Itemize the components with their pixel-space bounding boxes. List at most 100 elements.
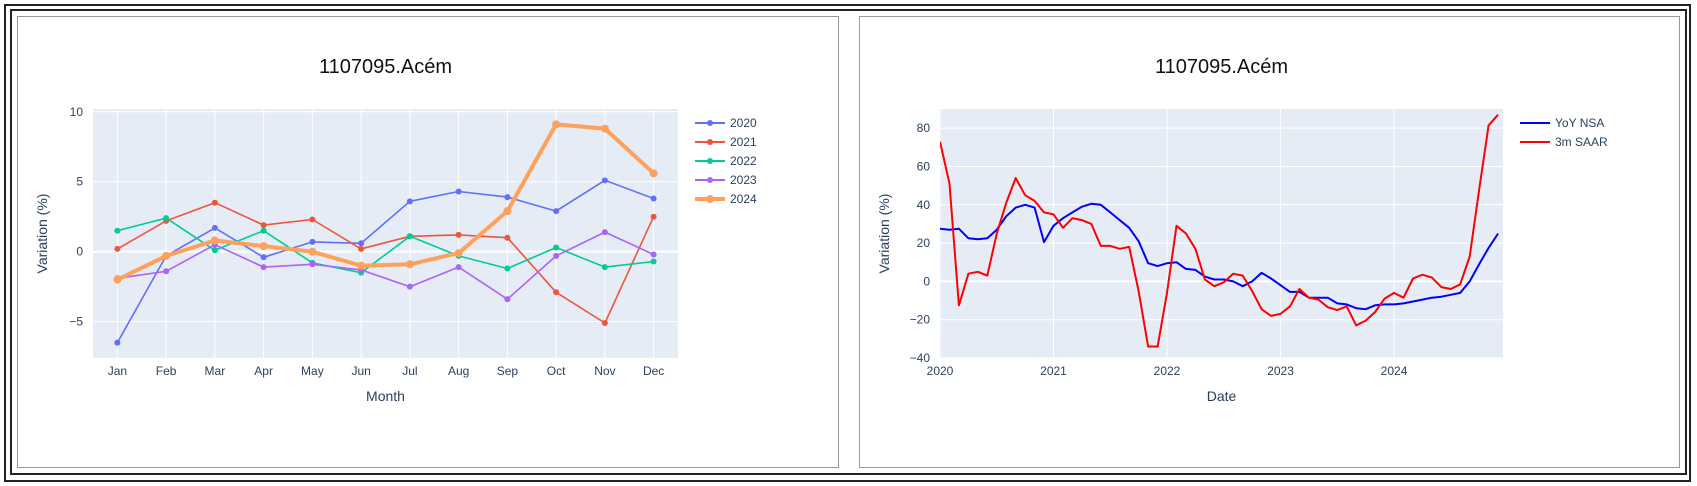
data-point-2020 [358,240,365,247]
data-point-2022 [406,233,413,240]
legend-marker-2023 [707,177,713,183]
data-point-2024 [552,120,561,129]
y-tick-label: −40 [910,351,931,365]
y-axis-title: Variation (%) [34,194,50,274]
x-tick-label: 2020 [927,364,954,378]
data-point-2024 [649,169,658,178]
data-point-2023 [650,251,657,258]
chart-panel-timeseries: 1107095.Acém 2020 2021 2022 2023 2024 80 60 40 20… [859,16,1680,468]
data-point-2020 [211,224,218,231]
data-point-2023 [309,261,316,268]
x-tick-label: Apr [254,364,273,378]
legend-marker-2021 [707,139,713,145]
timeseries-variation-chart: 1107095.Acém 2020 2021 2022 2023 2024 80 60 40 20… [876,56,1608,404]
x-tick-label: Jun [351,364,370,378]
series-line-YoY NSA [940,202,1499,311]
series-line-2021 [117,201,655,324]
data-point-2024 [503,207,512,216]
series-line-3m SAAR [940,114,1499,348]
data-point-2024 [405,260,414,269]
chart-title: 1107095.Acém [319,56,452,78]
legend-label-YoY NSA: YoY NSA [1555,116,1604,130]
legend-label-2020: 2020 [730,116,757,130]
data-point-2024 [357,261,366,270]
legend-label-2021: 2021 [730,135,757,149]
legend-label-2024: 2024 [730,192,757,206]
x-tick-label: Sep [497,364,519,378]
legend-marker-2024 [706,195,714,203]
data-point-2020 [260,254,267,261]
data-point-2020 [504,194,511,201]
y-axis-title: Variation (%) [876,194,892,274]
x-tick-label: May [301,364,324,378]
data-point-2020 [309,238,316,245]
data-point-2022 [504,265,511,272]
chart-title: 1107095.Acém [1155,56,1288,78]
y-tick-label: 0 [76,245,83,259]
data-point-2021 [211,199,218,206]
y-tick-label: 60 [917,159,931,173]
y-tick-label: 40 [917,198,931,212]
y-tick-label: 10 [70,105,84,119]
chart-panel-monthly: 1107095.Acém Jan Feb Mar Apr May Jun Jul Aug Sep O… [17,16,839,468]
outer-frame [4,4,1691,482]
data-point-2021 [601,320,608,327]
x-tick-label: Feb [156,364,177,378]
x-tick-label: 2021 [1040,364,1067,378]
y-tick-label: 20 [917,236,931,250]
data-point-2020 [601,177,608,184]
data-point-2021 [553,289,560,296]
x-tick-label: 2024 [1381,364,1408,378]
y-tick-label: −20 [910,313,931,327]
y-tick-label: 80 [917,121,931,135]
plot-area [93,109,678,358]
legend-marker-2020 [707,120,713,126]
legend-label-2023: 2023 [730,173,757,187]
x-axis-title: Date [1207,388,1237,404]
inner-frame [10,9,1687,475]
series-line-2023 [117,231,654,301]
x-tick-label: 2022 [1154,364,1181,378]
data-point-2022 [260,227,267,234]
data-point-2022 [114,227,121,234]
data-point-2024 [308,247,317,256]
data-point-2024 [210,236,219,245]
data-point-2023 [455,264,462,271]
data-point-2021 [260,222,267,229]
series-line-2024 [116,122,655,282]
data-point-2023 [601,229,608,236]
data-point-2023 [504,296,511,303]
series-group [116,122,655,343]
series-line-2020 [116,179,654,343]
x-tick-label: Dec [643,364,664,378]
data-point-2023 [163,268,170,275]
x-tick-label: 2023 [1267,364,1294,378]
y-tick-label: 5 [76,175,83,189]
data-point-2021 [455,231,462,238]
data-point-2020 [650,195,657,202]
data-point-2021 [358,245,365,252]
data-point-2023 [553,252,560,259]
data-point-2020 [114,339,121,346]
data-point-2022 [601,264,608,271]
x-axis-title: Month [366,388,405,404]
data-point-2020 [455,188,462,195]
data-point-2020 [406,198,413,205]
series-group [940,114,1499,348]
data-point-2024 [600,124,609,133]
data-point-2021 [309,216,316,223]
data-point-2021 [504,234,511,241]
data-point-2024 [113,275,122,284]
x-tick-label: Aug [448,364,469,378]
data-point-2024 [454,249,463,258]
y-tick-label: −5 [69,315,83,329]
data-point-2023 [260,264,267,271]
x-tick-label: Nov [594,364,615,378]
data-point-2021 [650,213,657,220]
legend-marker-2022 [707,158,713,164]
data-point-2024 [259,242,268,251]
data-point-2022 [163,215,170,222]
data-point-2024 [162,251,171,260]
data-point-2022 [650,258,657,265]
legend-label-3m SAAR: 3m SAAR [1555,135,1608,149]
